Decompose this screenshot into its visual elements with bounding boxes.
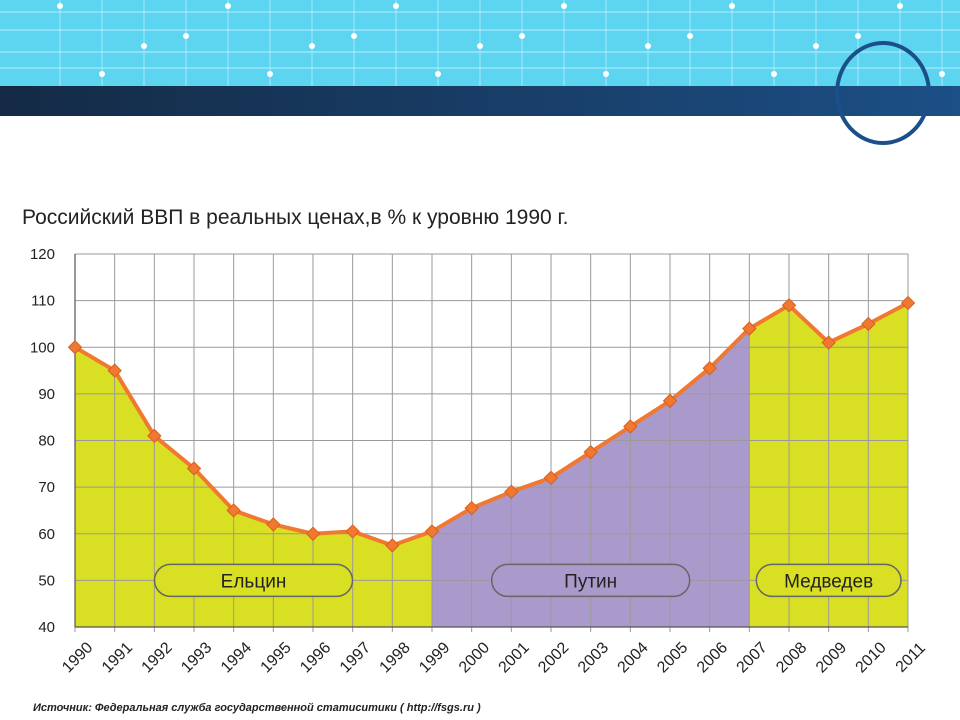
circuit-dot: [141, 43, 147, 49]
gdp-line: [73, 301, 909, 548]
data-point: [781, 298, 797, 313]
y-tick-label: 70: [38, 479, 55, 496]
x-tick-label: 1999: [416, 639, 453, 676]
circuit-dot: [393, 3, 399, 9]
data-point: [67, 340, 83, 355]
chart-title: Российский ВВП в реальных ценах,в % к ур…: [22, 206, 569, 229]
circuit-dot: [435, 71, 441, 77]
circuit-dot: [855, 33, 861, 39]
circuit-dot: [813, 43, 819, 49]
circuit-dot: [645, 43, 651, 49]
header-stripe: [0, 86, 960, 116]
data-point: [147, 428, 162, 444]
data-point: [186, 461, 202, 476]
y-tick-label: 40: [38, 619, 55, 636]
era-label: Ельцин: [221, 571, 287, 592]
era-pill: [755, 563, 902, 598]
era-label: Путин: [564, 571, 617, 592]
circuit-dot: [729, 3, 735, 9]
x-tick-label: 1991: [99, 639, 136, 676]
data-point: [226, 503, 241, 518]
y-tick-label: 110: [31, 293, 55, 310]
era-label: Медведев: [784, 571, 873, 592]
x-tick-label: 1996: [297, 639, 334, 676]
y-tick-label: 120: [30, 246, 55, 263]
era-area: [75, 347, 432, 627]
y-tick-label: 60: [38, 526, 55, 543]
circuit-dot: [351, 33, 357, 39]
source-note: Источник: Федеральная служба государстве…: [33, 702, 481, 714]
circuit-dot: [225, 3, 231, 9]
data-point: [266, 517, 281, 532]
data-point: [583, 444, 598, 460]
y-tick-label: 80: [38, 433, 55, 450]
circuit-dot: [309, 43, 315, 49]
era-pill: [153, 563, 354, 598]
circuit-dot: [57, 3, 63, 9]
x-tick-label: 1995: [258, 639, 295, 676]
data-point: [385, 538, 400, 553]
x-tick-label: 2004: [615, 639, 652, 676]
data-point: [662, 393, 678, 409]
data-point: [424, 524, 440, 539]
x-tick-label: 1990: [59, 639, 96, 676]
data-point: [504, 484, 519, 499]
x-tick-label: 1997: [337, 639, 374, 676]
x-tick-label: 2006: [694, 639, 731, 676]
circuit-dot: [477, 43, 483, 49]
x-tick-label: 2009: [813, 639, 850, 676]
era-pill: [490, 563, 691, 598]
circuit-dot: [561, 3, 567, 9]
data-point: [107, 363, 122, 378]
x-tick-label: 1992: [139, 639, 176, 676]
x-tick-label: 2000: [456, 639, 493, 676]
x-tick-label: 2010: [853, 639, 890, 676]
data-point: [464, 500, 479, 516]
data-point: [305, 526, 321, 541]
y-tick-label: 50: [38, 572, 55, 589]
data-point: [702, 361, 717, 376]
circuit-dot: [519, 33, 525, 39]
circuit-dot: [267, 71, 273, 77]
x-tick-label: 1993: [178, 639, 215, 676]
data-point: [345, 524, 360, 539]
circuit-decoration: [0, 0, 960, 86]
header-banner: [0, 0, 960, 86]
x-tick-label: 1998: [377, 639, 414, 676]
data-point: [821, 335, 836, 350]
x-tick-label: 1994: [218, 639, 255, 676]
data-point: [861, 316, 876, 332]
x-tick-label: 2011: [893, 640, 929, 676]
x-tick-label: 2007: [734, 639, 771, 676]
circuit-dot: [687, 33, 693, 39]
data-point: [623, 419, 638, 434]
x-tick-label: 2002: [535, 639, 572, 676]
circuit-dot: [99, 71, 105, 77]
circuit-dot: [183, 33, 189, 39]
circuit-dot: [603, 71, 609, 77]
x-tick-label: 2001: [496, 639, 533, 676]
circuit-dot: [939, 71, 945, 77]
data-point: [900, 295, 916, 311]
data-point: [543, 470, 559, 486]
x-tick-label: 2003: [575, 639, 612, 676]
x-tick-label: 2005: [654, 639, 691, 676]
y-tick-label: 90: [38, 386, 55, 403]
circuit-dot: [771, 71, 777, 77]
data-point: [742, 321, 757, 336]
x-tick-label: 2008: [773, 639, 810, 676]
decorative-circle: [835, 41, 931, 145]
y-tick-label: 100: [30, 339, 55, 356]
circuit-dot: [897, 3, 903, 9]
